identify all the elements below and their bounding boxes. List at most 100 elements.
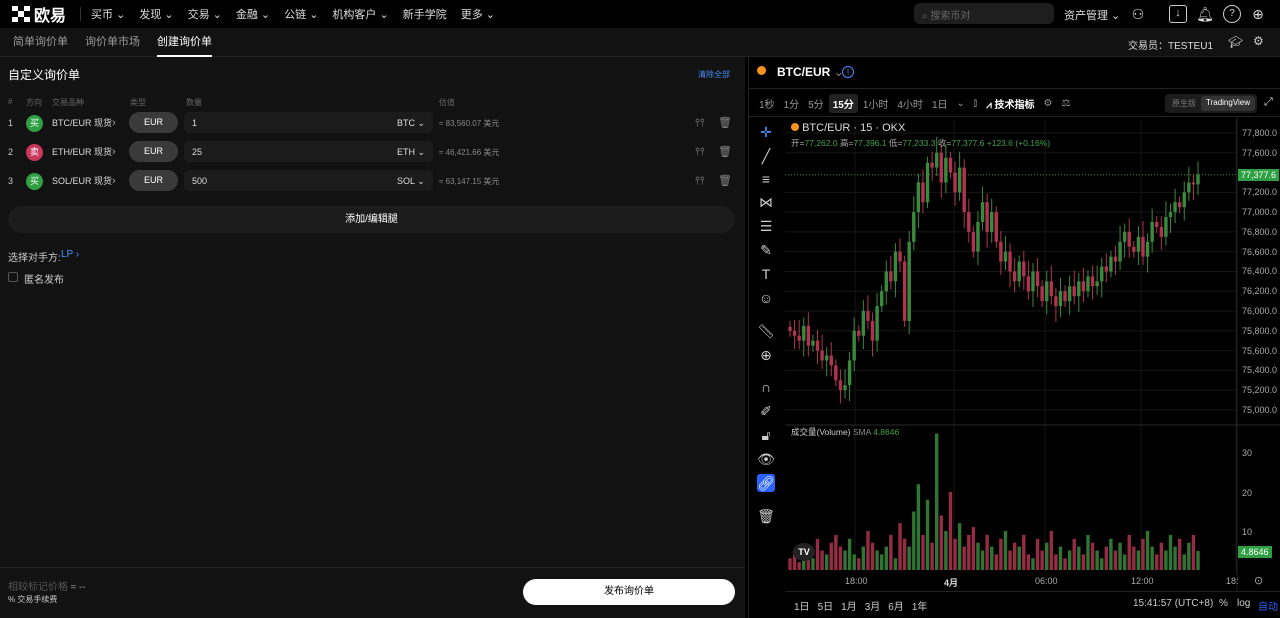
fib-icon[interactable]: ☰ <box>759 218 773 234</box>
chevron-right-icon[interactable]: › <box>112 117 116 129</box>
nav-item-academy[interactable]: 新手学院 <box>402 9 447 21</box>
range-6m[interactable]: 6月 <box>888 602 904 613</box>
quantity-input[interactable] <box>184 112 433 133</box>
trash-icon[interactable]: 🗑︎ <box>757 508 775 524</box>
candlestick-chart[interactable] <box>782 117 1280 595</box>
unit-selector[interactable]: SOL ⌄ <box>397 176 425 186</box>
trash-icon[interactable]: 🗑︎ <box>718 117 732 129</box>
quantity-input[interactable] <box>184 141 433 162</box>
add-edit-legs-button[interactable]: 添加/编辑腿 <box>8 206 735 233</box>
range-3m[interactable]: 3月 <box>864 602 881 613</box>
axis-settings-icon[interactable]: ⊙ <box>1254 575 1264 587</box>
tab-create-rfq[interactable]: 创建询价单 <box>157 28 212 57</box>
search-input[interactable]: ⌕ 搜索币对 <box>914 3 1054 24</box>
auto-toggle[interactable]: 自动 <box>1258 602 1278 613</box>
side-badge[interactable]: 买 <box>26 173 43 190</box>
volume-bar <box>921 534 925 570</box>
clear-all-link[interactable]: 清除全部 <box>698 70 730 79</box>
help-icon[interactable]: ? <box>1223 5 1241 23</box>
type-selector[interactable]: EUR <box>129 170 178 191</box>
user-icon[interactable]: ⚇ <box>1131 6 1145 22</box>
type-selector[interactable]: EUR <box>129 112 178 133</box>
tf-1d[interactable]: 1日 <box>931 100 948 111</box>
nav-item-institutional[interactable]: 机构客户 ⌄ <box>332 9 389 21</box>
volume-bar <box>1168 534 1173 570</box>
table-row: 3 买 SOL/EUR 现货 › EUR 500 SOL ⌄ ≈ 63,147.… <box>0 167 745 196</box>
trendline-icon[interactable]: ╱ <box>761 148 771 164</box>
log-toggle[interactable]: log <box>1237 598 1251 609</box>
chevron-right-icon[interactable]: › <box>112 175 116 187</box>
quantity-input[interactable] <box>184 170 433 191</box>
candle-body <box>902 261 907 321</box>
assets-menu[interactable]: 资产管理 ⌄ <box>1064 10 1121 22</box>
zoom-in-icon[interactable]: ⊕ <box>760 347 772 363</box>
tf-1m[interactable]: 1分 <box>783 100 800 111</box>
horizontal-lines-icon[interactable]: ≡ <box>761 171 771 187</box>
gear-icon[interactable]: ⚙ <box>1253 34 1264 48</box>
scale-icon[interactable]: ⚖ <box>1061 98 1071 109</box>
pair-selector[interactable]: BTC/EUR ⌄ <box>777 65 844 79</box>
info-icon[interactable]: i <box>842 66 854 78</box>
bell-icon[interactable]: 🔔︎ <box>1196 6 1214 22</box>
chevron-right-icon[interactable]: › <box>112 146 116 158</box>
trash-icon[interactable]: 🗑︎ <box>718 175 732 187</box>
native-view-tab[interactable]: 原生版 <box>1172 99 1196 108</box>
tf-15m[interactable]: 15分 <box>828 94 858 113</box>
chart-settings-icon[interactable]: ⚙ <box>1043 98 1053 109</box>
rfq-form: 自定义询价单 清除全部 # 方向 交易品种 类型 数量 估值 1 买 BTC/E… <box>0 57 745 618</box>
ruler-icon[interactable]: 📏︎ <box>757 323 775 339</box>
side-badge[interactable]: 卖 <box>26 144 43 161</box>
nav-item-finance[interactable]: 金融 ⌄ <box>235 9 271 21</box>
view-toggle: 原生版 TradingView <box>1165 94 1258 113</box>
tf-1s[interactable]: 1秒 <box>759 100 775 111</box>
tf-4h[interactable]: 4小时 <box>897 100 923 111</box>
nav-item-discover[interactable]: 发现 ⌄ <box>139 9 174 21</box>
fullscreen-icon[interactable]: ⤢ <box>1264 96 1273 108</box>
price-tick: 76,800.0 <box>1242 226 1278 237</box>
tradingview-logo[interactable]: TV <box>793 543 815 561</box>
tf-1h[interactable]: 1小时 <box>862 100 889 111</box>
percent-toggle[interactable]: % <box>1219 598 1228 609</box>
side-badge[interactable]: 买 <box>26 115 43 132</box>
trash-icon[interactable]: 🗑︎ <box>718 146 732 158</box>
adjust-icon[interactable]: ⫯⫯ <box>695 146 705 158</box>
counterparty-selector[interactable]: LP › <box>61 249 80 260</box>
adjust-icon[interactable]: ⫯⫯ <box>695 117 705 129</box>
unit-selector[interactable]: BTC ⌄ <box>397 118 426 128</box>
pattern-icon[interactable]: ⋈ <box>759 194 773 210</box>
magnet-icon[interactable]: ∩ <box>760 379 772 395</box>
range-5d[interactable]: 5日 <box>817 602 834 613</box>
anonymous-checkbox[interactable] <box>8 272 18 282</box>
logo[interactable]: 欧易 <box>12 2 66 26</box>
crosshair-icon[interactable]: ✛ <box>760 124 772 140</box>
adjust-icon[interactable]: ⫯⫯ <box>695 175 705 187</box>
unit-selector[interactable]: ETH ⌄ <box>397 147 426 157</box>
tradingview-tab[interactable]: TradingView <box>1201 96 1256 111</box>
indicators-button[interactable]: ⩘ 技术指标 <box>986 100 1035 111</box>
text-icon[interactable]: T <box>761 266 771 282</box>
eye-icon[interactable]: 👁︎ <box>757 451 775 467</box>
range-1y[interactable]: 1年 <box>911 602 928 613</box>
download-icon[interactable]: ↓ <box>1169 5 1187 23</box>
lock-icon[interactable]: 🔓︎ <box>761 427 771 443</box>
globe-icon[interactable]: ⊕ <box>1252 6 1264 22</box>
brush-icon[interactable]: ✎ <box>760 242 772 258</box>
nav-item-chain[interactable]: 公链 ⌄ <box>284 9 319 21</box>
nav-item-trade[interactable]: 交易 ⌄ <box>187 9 222 21</box>
type-selector[interactable]: EUR <box>129 141 178 162</box>
nav-item-more[interactable]: 更多 ⌄ <box>460 9 495 21</box>
submit-rfq-button[interactable]: 发布询价单 <box>523 579 735 605</box>
nav-item-buy[interactable]: 买币 ⌄ <box>91 9 126 21</box>
tf-more-dropdown[interactable]: ⌄ <box>956 98 965 109</box>
fee-link[interactable]: % 交易手续费 <box>8 595 58 604</box>
emoji-icon[interactable]: ☺ <box>758 290 774 306</box>
range-1d[interactable]: 1日 <box>794 602 810 613</box>
tab-simple-rfq[interactable]: 简单询价单 <box>13 35 68 48</box>
tab-rfq-market[interactable]: 询价单市场 <box>85 35 140 48</box>
tf-5m[interactable]: 5分 <box>808 100 824 111</box>
link-icon[interactable]: 🔗︎ <box>757 474 775 492</box>
academy-cap-icon[interactable]: 🎓︎ <box>1228 35 1244 49</box>
range-1m[interactable]: 1月 <box>841 602 857 613</box>
lock-drawing-icon[interactable]: ✐ <box>760 403 772 419</box>
candle-type-icon[interactable]: ⫾ <box>973 98 978 109</box>
